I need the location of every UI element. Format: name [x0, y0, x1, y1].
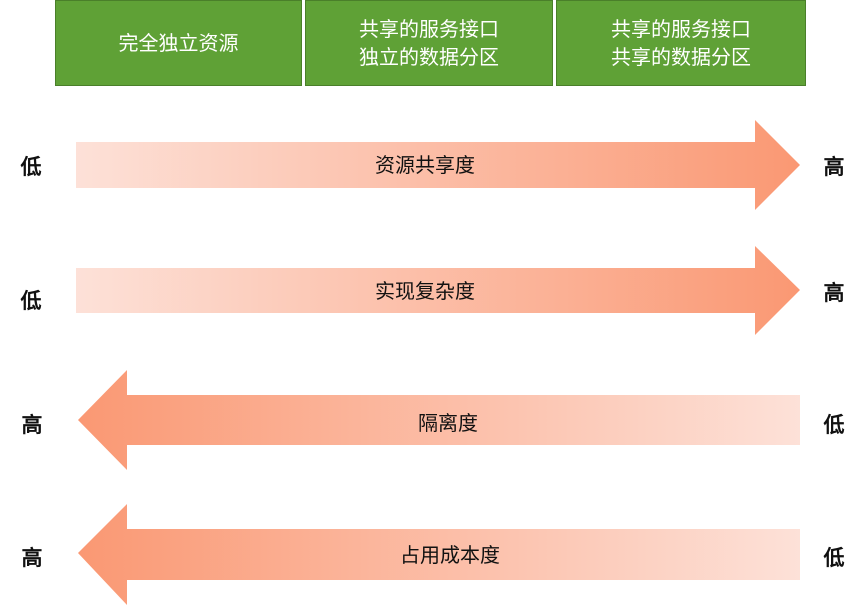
- high-label: 高: [22, 546, 43, 570]
- column-independent-resources: 完全独立资源: [55, 0, 302, 86]
- column-text: 完全独立资源: [118, 31, 239, 55]
- arrow-isolation: 隔离度 高 低: [22, 370, 845, 470]
- column-text: 共享的服务接口: [359, 17, 499, 41]
- column-shared-api-shared-data: 共享的服务接口 共享的数据分区: [556, 0, 806, 86]
- right-arrow-shape: [76, 246, 800, 335]
- arrow-implementation-complexity: 实现复杂度 低 高: [20, 246, 845, 335]
- right-arrow-shape: [76, 120, 800, 210]
- low-label: 低: [20, 289, 42, 313]
- arrow-label: 资源共享度: [375, 153, 475, 177]
- low-label: 低: [823, 413, 845, 437]
- arrow-resource-cost: 占用成本度 高 低: [22, 504, 845, 605]
- column-text: 共享的数据分区: [611, 45, 751, 69]
- column-text: 共享的服务接口: [611, 17, 751, 41]
- arrow-label: 实现复杂度: [375, 279, 475, 303]
- left-arrow-shape: [78, 504, 800, 605]
- left-arrow-shape: [78, 370, 800, 470]
- arrow-label: 隔离度: [418, 411, 478, 435]
- low-label: 低: [20, 155, 42, 179]
- high-label: 高: [824, 281, 845, 305]
- high-label: 高: [824, 155, 845, 179]
- arrow-resource-sharing: 资源共享度 低 高: [20, 120, 845, 210]
- column-shared-api-independent-data: 共享的服务接口 独立的数据分区: [305, 0, 553, 86]
- arrow-label: 占用成本度: [400, 543, 500, 567]
- column-text: 独立的数据分区: [359, 45, 499, 69]
- low-label: 低: [823, 546, 845, 570]
- high-label: 高: [22, 413, 43, 437]
